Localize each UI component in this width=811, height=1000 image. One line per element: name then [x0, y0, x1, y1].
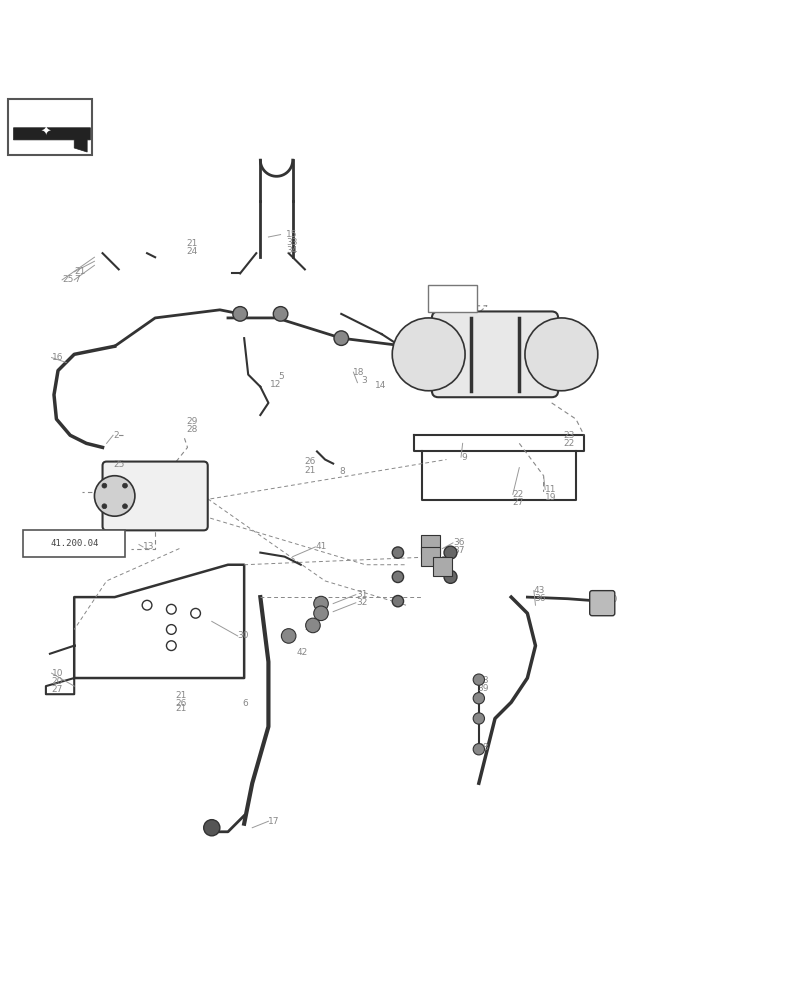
Text: 21: 21: [175, 704, 187, 713]
Text: 24: 24: [186, 247, 197, 256]
Text: 21: 21: [304, 466, 315, 475]
Text: 26: 26: [304, 457, 315, 466]
Circle shape: [392, 595, 403, 607]
FancyBboxPatch shape: [24, 530, 125, 557]
Circle shape: [444, 546, 457, 559]
Text: 16: 16: [51, 353, 63, 362]
Text: 22: 22: [565, 336, 577, 345]
FancyBboxPatch shape: [420, 547, 440, 566]
Text: 22: 22: [513, 490, 523, 499]
Text: 32: 32: [355, 598, 367, 607]
Text: 8: 8: [339, 467, 345, 476]
Text: 27: 27: [51, 685, 63, 694]
Text: 38: 38: [477, 676, 488, 685]
Text: 11: 11: [544, 485, 556, 494]
Text: 28: 28: [186, 425, 197, 434]
FancyBboxPatch shape: [431, 311, 557, 397]
Text: 35: 35: [436, 303, 448, 312]
Text: 5: 5: [278, 372, 284, 381]
Text: 19: 19: [544, 493, 556, 502]
Text: 1: 1: [440, 556, 446, 565]
Text: 38: 38: [477, 743, 488, 752]
Text: 33: 33: [286, 238, 298, 247]
Text: 20: 20: [51, 677, 63, 686]
Circle shape: [281, 629, 295, 643]
FancyBboxPatch shape: [589, 591, 614, 616]
Text: 42: 42: [296, 648, 307, 657]
Text: 39: 39: [477, 684, 488, 693]
Text: 27: 27: [513, 498, 524, 507]
FancyBboxPatch shape: [420, 535, 440, 554]
Text: 2: 2: [113, 431, 118, 440]
Text: 23: 23: [565, 328, 577, 337]
Circle shape: [204, 820, 220, 836]
Text: 41: 41: [315, 542, 326, 551]
Text: 9: 9: [461, 453, 466, 462]
Text: 15: 15: [286, 230, 298, 239]
Circle shape: [102, 504, 107, 509]
Text: 21: 21: [74, 267, 85, 276]
Text: 6: 6: [242, 699, 248, 708]
Text: 29: 29: [186, 417, 197, 426]
Text: 43: 43: [533, 586, 544, 595]
Circle shape: [392, 571, 403, 583]
Circle shape: [473, 744, 484, 755]
Circle shape: [313, 596, 328, 611]
Circle shape: [122, 504, 127, 509]
Text: ✦: ✦: [41, 125, 51, 138]
Text: 22: 22: [563, 439, 574, 448]
Circle shape: [305, 618, 320, 633]
Text: 18: 18: [353, 368, 364, 377]
Circle shape: [473, 713, 484, 724]
Text: 36: 36: [533, 594, 545, 603]
Text: 25: 25: [62, 275, 73, 284]
Text: 23: 23: [563, 431, 574, 440]
Circle shape: [524, 318, 597, 391]
Circle shape: [233, 307, 247, 321]
Circle shape: [333, 331, 348, 345]
FancyBboxPatch shape: [432, 557, 452, 576]
FancyBboxPatch shape: [427, 285, 477, 312]
Text: 14: 14: [375, 381, 386, 390]
Circle shape: [273, 307, 287, 321]
Polygon shape: [14, 128, 90, 152]
Circle shape: [392, 318, 465, 391]
Circle shape: [473, 693, 484, 704]
Text: 25: 25: [113, 460, 124, 469]
Text: 17: 17: [268, 817, 280, 826]
Circle shape: [313, 606, 328, 621]
FancyBboxPatch shape: [8, 99, 92, 155]
Text: 30: 30: [238, 631, 249, 640]
Circle shape: [122, 483, 127, 488]
Text: 21: 21: [186, 239, 197, 248]
Text: 37: 37: [453, 546, 464, 555]
Circle shape: [473, 674, 484, 685]
Text: 23: 23: [304, 623, 315, 632]
Text: 31: 31: [355, 590, 367, 599]
Circle shape: [102, 483, 107, 488]
Text: 10: 10: [51, 669, 63, 678]
Circle shape: [94, 476, 135, 516]
Text: 7: 7: [74, 275, 79, 284]
Text: 41.200.04: 41.200.04: [50, 539, 98, 548]
Text: 26: 26: [175, 699, 187, 708]
Text: 12: 12: [270, 380, 281, 389]
Circle shape: [444, 570, 457, 583]
Text: 4: 4: [440, 567, 446, 576]
Circle shape: [392, 547, 403, 558]
FancyBboxPatch shape: [102, 462, 208, 530]
Text: 21: 21: [175, 691, 187, 700]
Text: 34: 34: [286, 246, 298, 255]
Text: 36: 36: [453, 538, 464, 547]
Text: 3: 3: [361, 376, 367, 385]
Text: 13: 13: [143, 542, 154, 551]
Text: 40: 40: [606, 595, 617, 604]
